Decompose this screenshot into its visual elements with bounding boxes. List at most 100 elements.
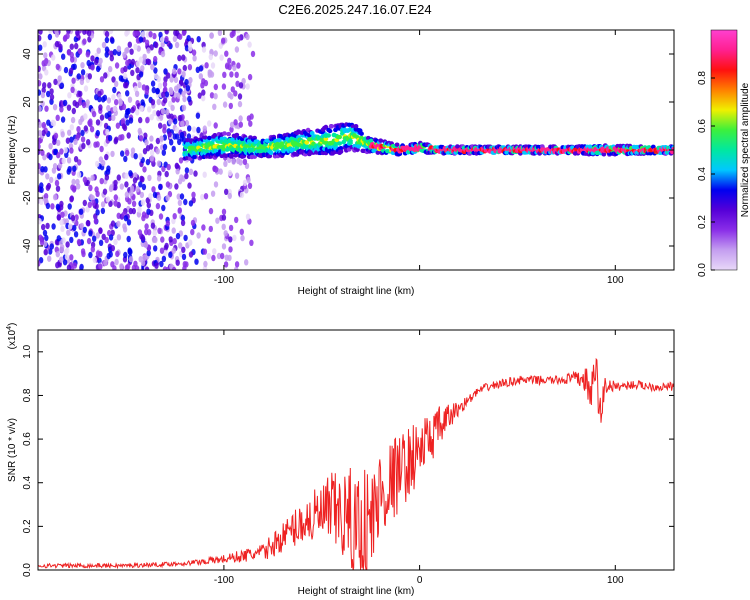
spectrogram-cell	[102, 188, 108, 195]
spectrogram-cell	[138, 181, 143, 188]
spectrogram-cell	[86, 30, 92, 37]
spectrogram-cell	[95, 160, 100, 168]
spectrogram-cell	[153, 236, 158, 244]
spectrogram-cell	[228, 236, 233, 243]
spectrogram-cell	[241, 77, 246, 85]
spectrogram-cell	[38, 121, 43, 128]
spectrogram-cell	[180, 120, 185, 128]
spectrogram-cell	[93, 218, 99, 225]
spectrogram-cell	[235, 80, 240, 88]
spectrogram-cell	[77, 159, 82, 166]
spectrogram-cell	[213, 181, 219, 188]
spectrogram-cell	[196, 36, 201, 43]
spectrogram-cell	[127, 41, 132, 48]
spectrogram-cell	[210, 62, 216, 69]
spectrogram-cell	[59, 246, 64, 253]
snr-y-ticks: 0.0 0.2 0.4 0.6 0.8 1.0	[22, 344, 674, 577]
spectrogram-cell	[78, 90, 83, 98]
spectrogram-cell	[175, 259, 180, 266]
spectrogram-cell	[59, 256, 64, 263]
spectrogram-cell	[49, 243, 54, 250]
spectrogram-cell	[41, 87, 46, 94]
spectrogram-cell	[131, 207, 136, 215]
spectrogram-cell	[224, 62, 230, 70]
spectrogram-cell	[148, 193, 153, 200]
spectrogram-cell	[38, 44, 43, 51]
spectrogram-cell	[140, 199, 146, 206]
spectrogram-cell	[219, 54, 224, 61]
spectrogram-cell	[172, 238, 177, 245]
spectrogram-cell	[213, 50, 218, 57]
spectrogram-cell	[209, 92, 215, 99]
spectrogram-cell	[61, 157, 66, 165]
spectrogram-ridge-cell	[268, 150, 274, 155]
spectrogram-cell	[166, 163, 171, 171]
spectrogram-cell	[209, 48, 214, 56]
spectrogram-cell	[148, 31, 153, 38]
spectrogram-cell	[87, 73, 93, 80]
spectrogram-ridge-cell	[348, 140, 353, 146]
spectrogram-cell	[120, 134, 125, 141]
spectrogram-cell	[67, 92, 72, 99]
spectrogram-ridge-cell	[587, 144, 593, 149]
spectrogram-cell	[174, 126, 180, 134]
spectrogram-cell	[167, 131, 172, 138]
spectrogram-cell	[157, 227, 162, 234]
spectrogram-cell	[156, 175, 162, 182]
spectrogram-cell	[106, 97, 112, 104]
spectrogram-cell	[43, 52, 48, 59]
spectrogram-cell	[209, 32, 214, 39]
spectrogram-cell	[169, 113, 174, 120]
spectrogram-cell	[50, 119, 55, 127]
spectrogram-cell	[201, 95, 206, 102]
spectrogram-cell	[99, 145, 104, 153]
spectrogram-cell	[191, 126, 197, 133]
snr-series-line	[38, 357, 674, 570]
spectrogram-cell	[153, 55, 158, 63]
spectrogram-cell	[170, 104, 175, 112]
spectrogram-cell	[57, 75, 62, 82]
spectrogram-cell	[240, 234, 245, 242]
spectrogram-ridge-cell	[338, 149, 344, 154]
spectrogram-cell	[40, 149, 45, 156]
spectrogram-cell	[238, 121, 243, 128]
spectrogram-cell	[73, 231, 79, 238]
spectrogram-cell	[181, 71, 186, 78]
spectrogram-cell	[92, 235, 97, 242]
spectrogram-cell	[206, 237, 212, 244]
spectrogram-cell	[135, 67, 140, 74]
spectrogram-cell	[135, 60, 141, 67]
spectrogram-cell	[162, 81, 168, 88]
spectrogram-cell	[93, 58, 99, 65]
spectrogram-cell	[249, 239, 254, 246]
spectrogram-cell	[140, 65, 145, 72]
spectrogram-cell	[156, 76, 161, 83]
spectrogram-cell	[58, 43, 63, 51]
spectrogram-cell	[83, 85, 89, 92]
spectrogram-cell	[221, 243, 227, 250]
spectrogram-cell	[60, 225, 65, 232]
spectrogram-cell	[156, 194, 162, 201]
spectrogram-cell	[60, 131, 65, 138]
spectrogram-cell	[46, 182, 52, 190]
spectrogram-cell	[69, 136, 74, 143]
spectrogram-cell	[187, 95, 192, 103]
spectrogram-cell	[64, 253, 70, 261]
spectrogram-cell	[187, 63, 193, 71]
spectrogram-cell	[144, 228, 149, 236]
spectrogram-cell	[133, 43, 138, 51]
spectrogram-cell	[101, 41, 107, 49]
spectrogram-cell	[67, 203, 72, 210]
spectrogram-cell	[124, 112, 129, 119]
x-tick-label: 100	[607, 575, 624, 586]
spectrogram-cell	[246, 176, 251, 184]
colorbar-label: Normalized spectral amplitude	[740, 82, 750, 217]
spectrogram-cell	[38, 105, 42, 113]
spectrogram-cell	[176, 193, 181, 200]
spectrogram-cell	[188, 251, 194, 258]
y-tick-label: 0.0	[22, 563, 33, 577]
spectrogram-cell	[141, 211, 147, 218]
spectrogram-cell	[172, 133, 177, 140]
spectrogram-cell	[221, 83, 227, 90]
spectrogram-cell	[161, 91, 166, 98]
